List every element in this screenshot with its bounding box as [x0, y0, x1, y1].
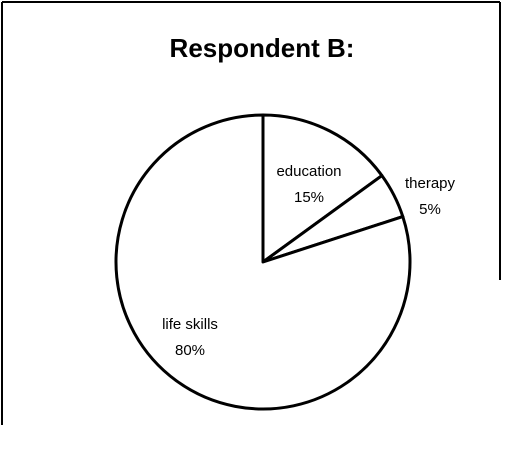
slice-label: life skills	[162, 316, 218, 333]
slice-value-label: 15%	[294, 189, 324, 206]
slice-value-label: 80%	[175, 342, 205, 359]
chart-title: Respondent B:	[170, 33, 355, 63]
slice-value-label: 5%	[419, 201, 441, 218]
slice-label: therapy	[405, 175, 456, 192]
slice-label: education	[276, 163, 341, 180]
pie-slice	[261, 113, 384, 264]
frame	[1, 1, 501, 425]
pie-slice	[114, 113, 412, 411]
